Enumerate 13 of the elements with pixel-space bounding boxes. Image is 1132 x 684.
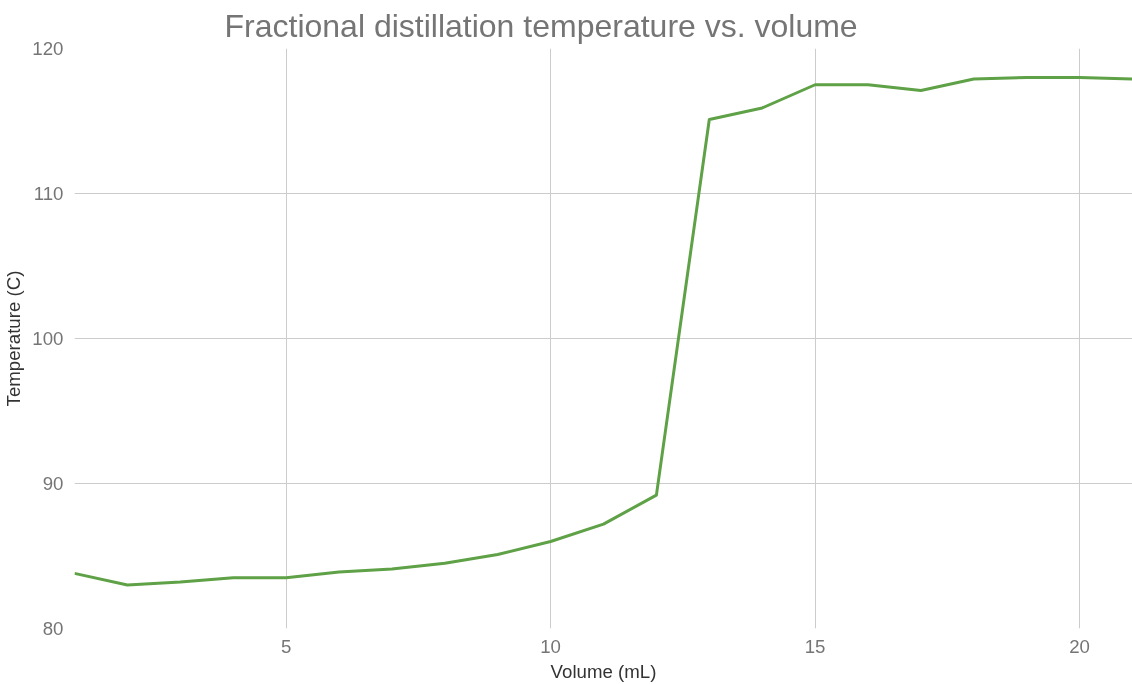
y-axis-title: Temperature (C) [3, 270, 25, 407]
x-tick-label: 20 [1069, 635, 1090, 657]
x-tick-label: 15 [804, 635, 826, 657]
x-tick-label: 10 [540, 635, 561, 657]
y-tick-label: 120 [32, 38, 64, 59]
chart-title: Fractional distillation temperature vs. volume [224, 7, 858, 44]
line-series [74, 76, 1132, 587]
y-tick-label: 110 [33, 183, 64, 204]
x-axis-title: Volume (mL) [550, 660, 657, 682]
y-tick-label: 100 [32, 328, 64, 349]
x-tick-label: 5 [280, 635, 292, 657]
y-tick-label: 90 [42, 473, 64, 494]
y-tick-label: 80 [42, 618, 64, 639]
